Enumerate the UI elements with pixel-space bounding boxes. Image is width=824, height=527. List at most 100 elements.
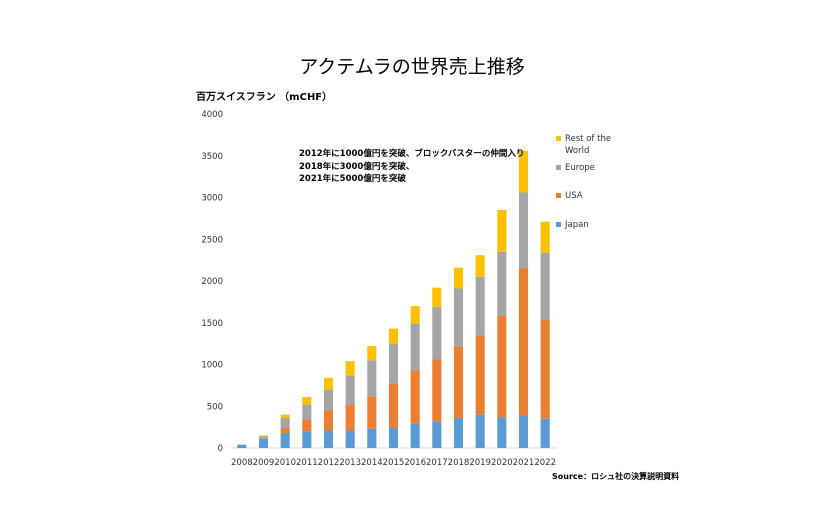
bar-segment-europe-2011 — [302, 404, 312, 420]
bar-segment-europe-2013 — [345, 375, 355, 405]
bar-segment-japan-2011 — [302, 431, 312, 448]
bar-segment-rest-of-the-world-2009 — [258, 435, 269, 437]
chart-title: アクテムラの世界売上推移 — [299, 56, 525, 78]
x-tick-label-2016: 2016 — [404, 458, 426, 468]
bar-segment-usa-2018 — [453, 346, 464, 418]
bar-segment-rest-of-the-world-2020 — [497, 210, 507, 252]
bar-segment-japan-2010 — [280, 432, 290, 448]
x-tick-label-2010: 2010 — [274, 458, 296, 468]
bar-segment-japan-2012 — [323, 430, 334, 448]
y-tick-label: 1500 — [201, 319, 223, 329]
bar-segment-usa-2019 — [475, 335, 485, 415]
bar-segment-rest-of-the-world-2018 — [453, 267, 464, 289]
x-tick-label-2013: 2013 — [339, 458, 361, 468]
legend-item-europe: Europe — [556, 162, 626, 174]
x-tick-label-2019: 2019 — [469, 458, 491, 468]
bar-segment-japan-2021 — [518, 415, 529, 448]
x-tick-label-2012: 2012 — [318, 458, 340, 468]
x-tick-label-2015: 2015 — [383, 458, 405, 468]
bar-segment-europe-2022 — [540, 252, 550, 320]
bar-segment-japan-2018 — [453, 417, 464, 448]
bar-segment-europe-2017 — [432, 306, 442, 360]
y-tick-label: 3000 — [201, 194, 223, 204]
x-tick-label-2021: 2021 — [513, 458, 535, 468]
bar-segment-usa-2014 — [367, 396, 377, 429]
bar-segment-europe-2018 — [453, 288, 464, 347]
y-tick-label: 1000 — [201, 361, 223, 371]
legend-label-europe: Europe — [565, 163, 595, 173]
y-tick-label: 4000 — [201, 110, 223, 120]
bar-segment-europe-2009 — [258, 436, 269, 439]
bar-segment-rest-of-the-world-2015 — [388, 328, 399, 344]
bar-segment-usa-2015 — [388, 383, 399, 428]
x-tick-label-2008: 2008 — [231, 458, 253, 468]
y-axis-unit-label: 百万スイスフラン （mCHF） — [196, 92, 333, 103]
bar-segment-japan-2015 — [388, 427, 399, 448]
annotation-line-2: 2018年に3000億円を突破、 — [299, 161, 415, 172]
bar-segment-rest-of-the-world-2012 — [323, 377, 334, 390]
bar-segment-europe-2021 — [518, 192, 529, 269]
bar-segment-japan-2009 — [258, 438, 269, 448]
bar-segment-rest-of-the-world-2019 — [475, 255, 485, 277]
y-tick-label: 2500 — [201, 235, 223, 245]
bar-segment-usa-2021 — [518, 268, 529, 416]
bar-segment-japan-2016 — [410, 423, 420, 448]
legend-swatch-europe — [556, 165, 561, 170]
bar-segment-europe-2020 — [497, 251, 507, 317]
bar-segment-rest-of-the-world-2021 — [518, 150, 529, 193]
y-tick-label: 2000 — [201, 277, 223, 287]
bar-segment-europe-2010 — [280, 417, 290, 428]
x-tick-label-2017: 2017 — [426, 458, 448, 468]
bar-segment-europe-2019 — [475, 276, 485, 336]
bar-segment-japan-2022 — [540, 418, 550, 448]
bar-segment-europe-2015 — [388, 343, 399, 384]
legend-item-rest-of-world: Rest of the World — [556, 133, 626, 157]
legend-label-usa: USA — [565, 191, 583, 201]
bar-segment-usa-2011 — [302, 419, 312, 432]
bar-segment-rest-of-the-world-2014 — [367, 346, 377, 361]
bar-segment-europe-2014 — [367, 360, 377, 397]
bar-segment-europe-2016 — [410, 323, 420, 371]
bar-segment-usa-2013 — [345, 404, 355, 431]
bar-segment-usa-2022 — [540, 319, 550, 419]
bar-segment-japan-2014 — [367, 428, 377, 448]
y-tick-label: 0 — [218, 444, 223, 454]
bar-segment-japan-2008 — [237, 444, 247, 448]
legend-swatch-usa — [556, 193, 561, 198]
chart-annotation: 2012年に1000億円を突破、ブロックバスターの仲間入り 2018年に3000… — [299, 148, 524, 186]
legend-swatch-japan — [556, 222, 561, 227]
x-tick-label-2020: 2020 — [491, 458, 513, 468]
bar-segment-japan-2019 — [475, 414, 485, 448]
bar-segment-japan-2020 — [497, 417, 507, 448]
bar-segment-europe-2012 — [323, 389, 334, 411]
x-tick-label-2009: 2009 — [253, 458, 275, 468]
annotation-line-1: 2012年に1000億円を突破、ブロックバスターの仲間入り — [299, 149, 525, 159]
legend-swatch-rest-of-world — [556, 136, 561, 141]
bar-segment-usa-2020 — [497, 316, 507, 418]
bar-segment-rest-of-the-world-2013 — [345, 361, 355, 376]
x-tick-label-2022: 2022 — [534, 458, 556, 468]
y-tick-label: 500 — [207, 402, 223, 412]
annotation-line-3: 2021年に5000億円を突破 — [299, 174, 406, 184]
bar-segment-usa-2016 — [410, 370, 420, 424]
legend-item-japan: Japan — [556, 219, 626, 231]
bar-segment-rest-of-the-world-2017 — [432, 287, 442, 307]
x-tick-label-2018: 2018 — [448, 458, 470, 468]
bar-segment-usa-2017 — [432, 359, 442, 422]
x-tick-label-2014: 2014 — [361, 458, 383, 468]
bar-segment-usa-2010 — [280, 427, 290, 433]
source-note: Source：ロシュ社の決算説明資料 — [552, 472, 680, 481]
legend-item-usa: USA — [556, 190, 626, 202]
bar-segment-japan-2017 — [432, 421, 442, 448]
legend-label-japan: Japan — [565, 220, 589, 230]
bar-segment-rest-of-the-world-2010 — [280, 414, 290, 418]
bar-segment-rest-of-the-world-2022 — [540, 221, 550, 253]
y-tick-label: 3500 — [201, 152, 223, 162]
bar-segment-usa-2012 — [323, 410, 334, 431]
bar-segment-rest-of-the-world-2016 — [410, 306, 420, 324]
bar-segment-rest-of-the-world-2011 — [302, 397, 312, 405]
bar-segment-japan-2013 — [345, 430, 355, 448]
x-tick-label-2011: 2011 — [296, 458, 318, 468]
legend-label-rest-of-world: Rest of the World — [565, 134, 612, 156]
